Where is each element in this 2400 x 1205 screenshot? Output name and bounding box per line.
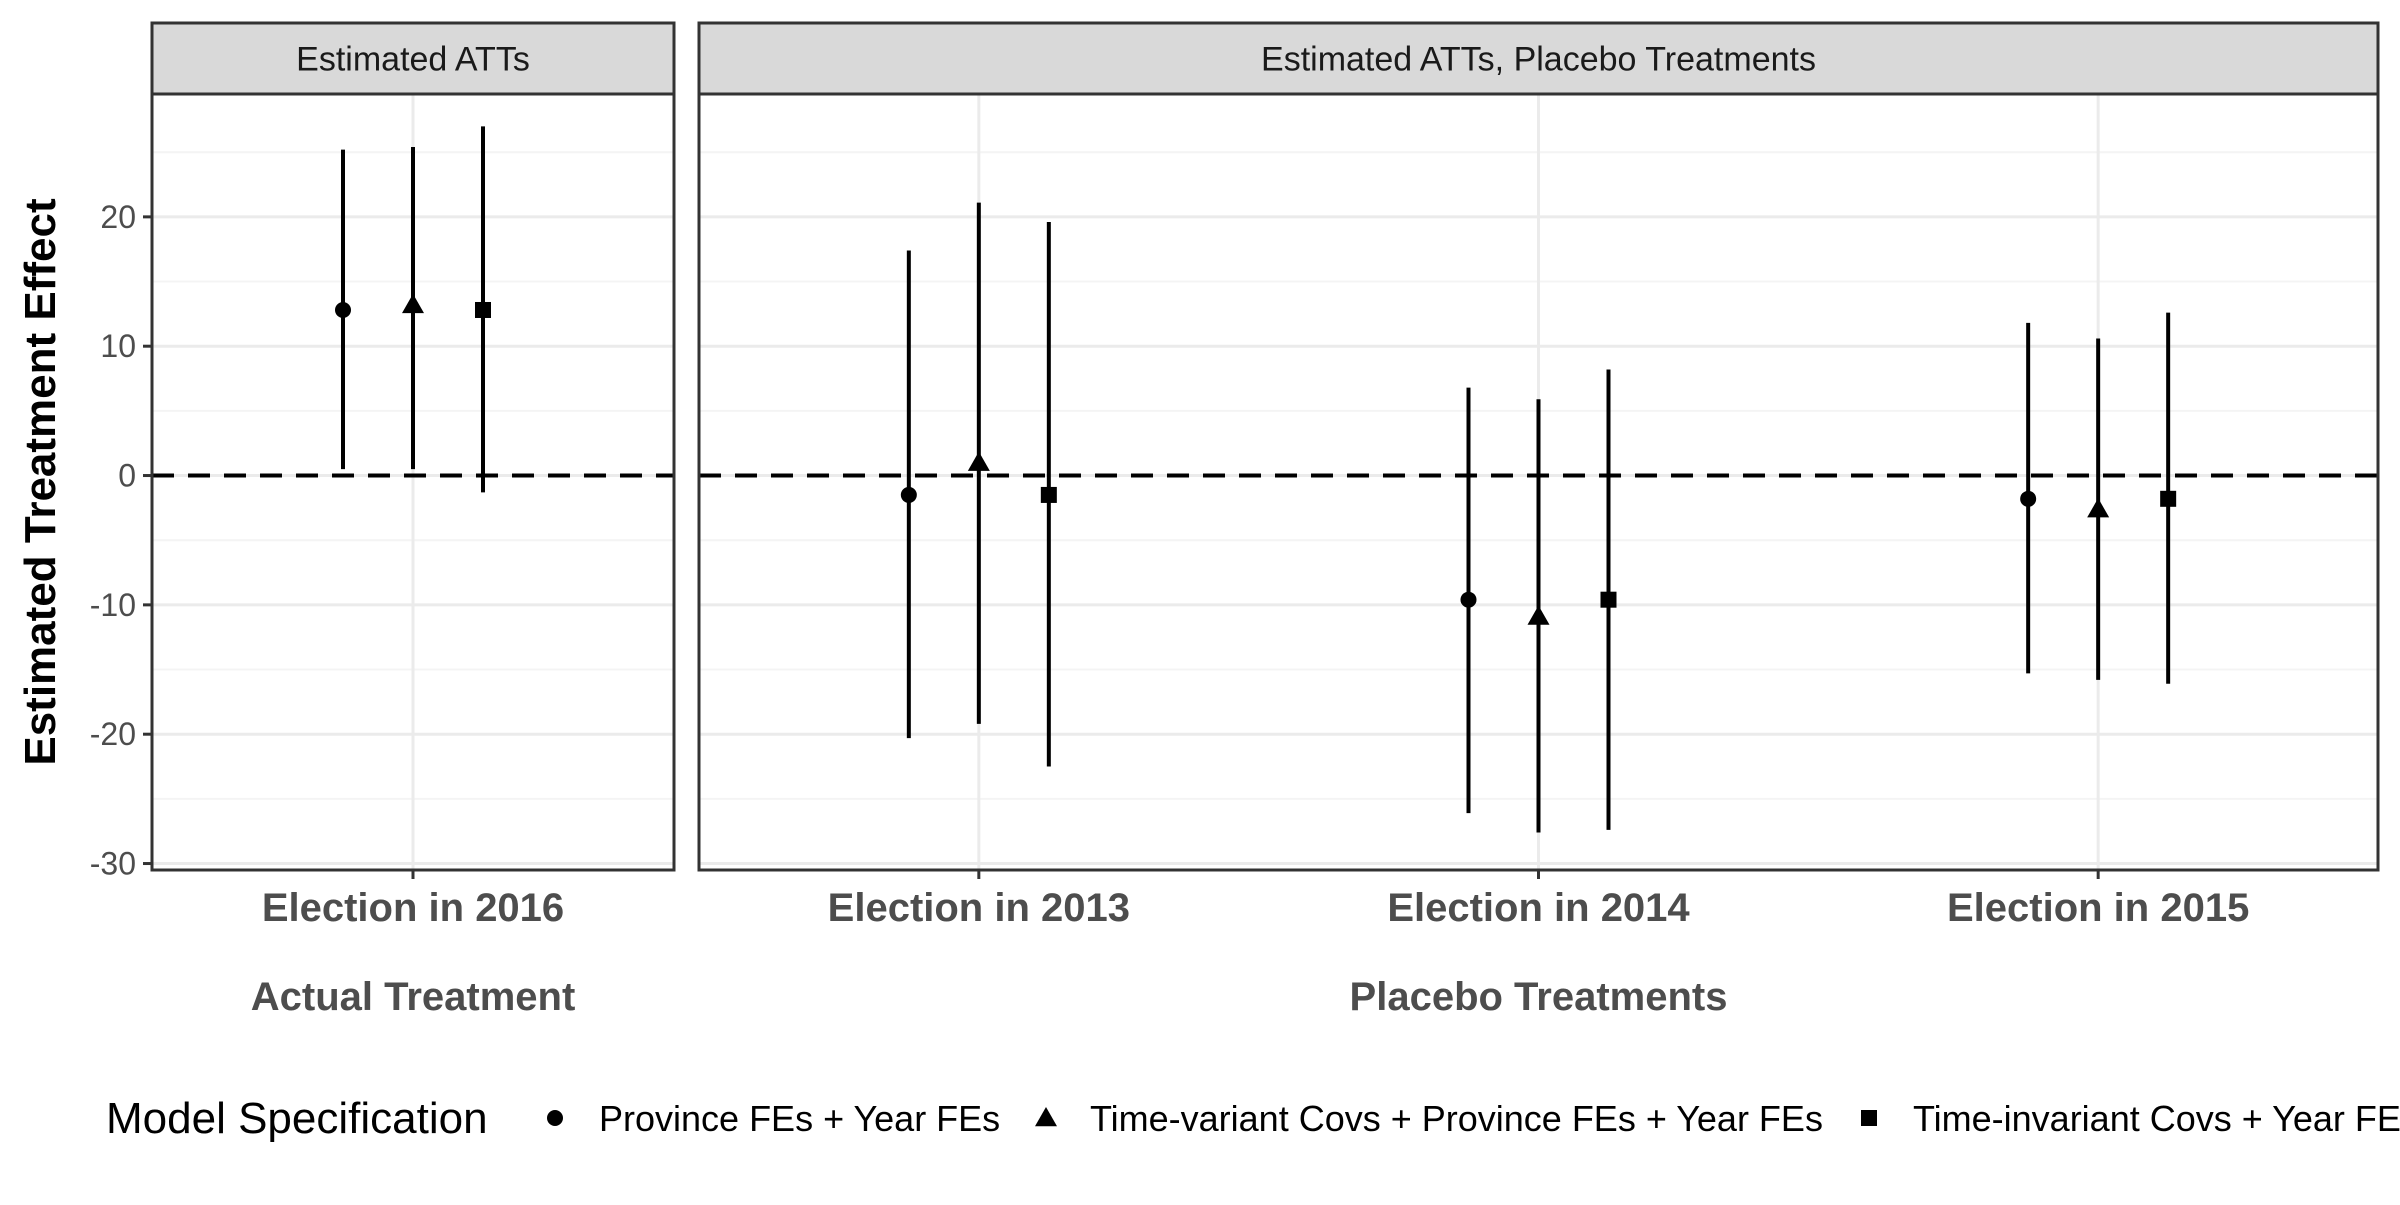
x-tick-label: Election in 2013 — [828, 886, 1130, 930]
legend-item-label: Province FEs + Year FEs — [599, 1098, 1000, 1139]
point-circle — [1460, 591, 1477, 608]
point-square — [475, 301, 491, 318]
legend-key-square — [1861, 1110, 1877, 1126]
x-tick-label: Election in 2015 — [1947, 886, 2249, 930]
x-axis-title: Actual Treatment — [251, 975, 576, 1019]
facet-strip-label: Estimated ATTs — [296, 41, 530, 79]
legend-title: Model Specification — [106, 1094, 488, 1143]
point-triangle — [402, 293, 424, 314]
point-square — [1600, 591, 1617, 608]
y-axis: 20 10 0 -10 -20 -30 Estimated Treatment Effect — [16, 198, 152, 882]
legend-key-triangle — [1035, 1107, 1057, 1127]
legend-key-circle — [547, 1110, 563, 1126]
point-triangle — [1527, 605, 1550, 625]
legend: Model Specification Province FEs + Year F… — [106, 1094, 2400, 1143]
x-tick-label: Election in 2016 — [262, 886, 564, 930]
y-tick-label: -10 — [90, 587, 136, 623]
y-tick-label: 10 — [100, 328, 136, 364]
point-triangle — [967, 451, 990, 471]
y-axis-title: Estimated Treatment Effect — [16, 198, 65, 766]
facet-strip — [150, 21, 676, 96]
facet-strip-label: Estimated ATTs, Placebo Treatments — [1261, 41, 1816, 79]
panel-1: Estimated ATTs Election in 2016 Actual Tre… — [150, 21, 676, 1019]
x-tick-label: Election in 2014 — [1387, 886, 1690, 930]
y-tick-label: -30 — [90, 846, 136, 882]
facet-strip — [697, 21, 2380, 96]
point-square — [2160, 490, 2177, 507]
point-circle — [900, 486, 917, 503]
y-tick-label: 20 — [100, 199, 136, 235]
point-triangle — [2087, 498, 2110, 518]
point-square — [1040, 486, 1057, 503]
x-axis-title: Placebo Treatments — [1350, 975, 1728, 1019]
panel-2: Estimated ATTs, Placebo Treatments Electi… — [697, 21, 2380, 1019]
legend-item-label: Time-variant Covs + Province FEs + Year … — [1090, 1098, 1823, 1139]
y-tick-label: 0 — [118, 458, 136, 494]
legend-item-label: Time-invariant Covs + Year FEs — [1913, 1098, 2400, 1139]
y-tick-label: -20 — [90, 716, 136, 752]
point-circle — [2020, 490, 2037, 507]
point-circle — [335, 301, 351, 318]
